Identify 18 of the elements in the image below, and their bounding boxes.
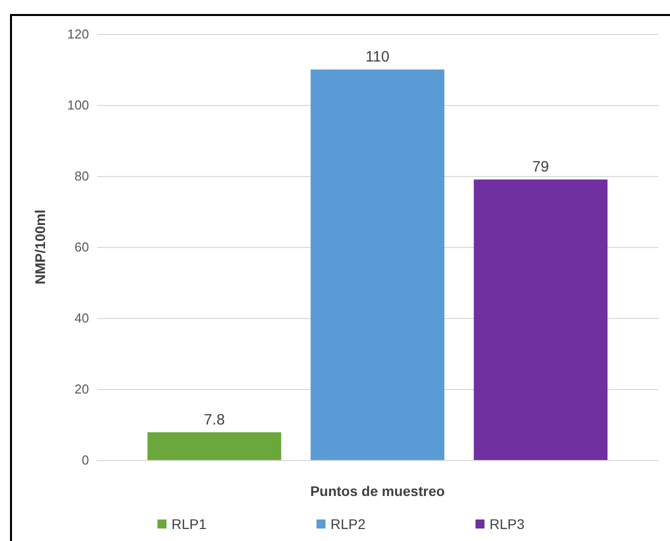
y-tick-label: 80 xyxy=(74,168,89,184)
bar xyxy=(310,70,444,460)
data-label: 110 xyxy=(366,48,390,66)
y-tick-label: 120 xyxy=(67,26,89,42)
legend-label: RLP1 xyxy=(171,516,207,532)
data-label: 7.8 xyxy=(204,411,225,428)
y-tick-label: 0 xyxy=(82,452,89,468)
y-tick-label: 60 xyxy=(74,240,89,254)
y-tick-label: 100 xyxy=(67,98,89,112)
legend-label: RLP3 xyxy=(490,516,525,532)
legend-label: RLP2 xyxy=(330,516,366,532)
y-axis-title: NMP/100ml xyxy=(32,210,48,284)
y-tick-label: 20 xyxy=(74,382,89,396)
bar xyxy=(474,180,608,460)
x-axis-title: Puntos de muestreo xyxy=(310,483,445,499)
y-tick-label: 40 xyxy=(74,310,89,326)
data-label: 79 xyxy=(532,158,549,176)
bar xyxy=(147,432,282,460)
